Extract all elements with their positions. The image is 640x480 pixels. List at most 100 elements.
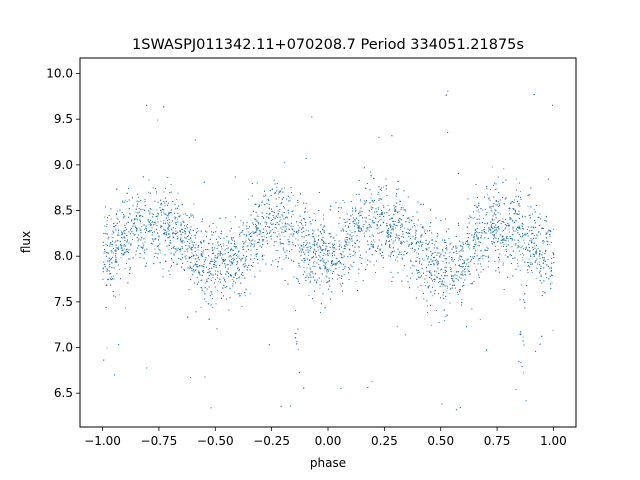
data-point xyxy=(148,224,150,226)
data-point xyxy=(299,227,301,229)
data-point xyxy=(449,266,451,268)
data-point xyxy=(271,229,273,230)
data-point xyxy=(516,262,518,264)
data-point xyxy=(211,274,213,276)
data-point xyxy=(234,242,235,244)
data-point xyxy=(165,188,166,189)
data-point xyxy=(390,252,392,253)
data-point xyxy=(158,247,160,249)
data-point xyxy=(510,218,512,220)
data-point xyxy=(519,191,521,192)
data-point xyxy=(528,258,530,260)
data-point xyxy=(474,240,476,242)
data-point xyxy=(335,257,337,259)
data-point xyxy=(186,261,188,262)
data-point xyxy=(245,228,247,230)
data-point xyxy=(457,260,459,262)
data-point xyxy=(381,190,382,191)
data-point xyxy=(443,281,445,283)
data-point xyxy=(382,205,384,206)
data-point xyxy=(513,208,515,210)
data-point xyxy=(533,235,535,237)
data-point xyxy=(234,243,236,245)
data-point xyxy=(284,236,286,238)
data-point xyxy=(183,213,185,215)
data-point xyxy=(500,245,502,247)
data-point xyxy=(203,291,205,293)
data-point xyxy=(224,280,225,282)
data-point xyxy=(491,166,493,168)
data-point xyxy=(551,268,553,269)
data-point xyxy=(549,244,551,245)
data-point xyxy=(157,212,158,214)
data-point xyxy=(233,250,234,251)
data-point xyxy=(232,260,234,261)
data-point xyxy=(261,232,263,233)
data-point xyxy=(278,193,279,195)
data-point xyxy=(358,272,360,274)
data-point xyxy=(280,190,282,192)
data-point xyxy=(277,230,279,232)
data-point xyxy=(173,216,175,218)
data-point xyxy=(305,249,307,251)
data-point xyxy=(519,270,521,271)
data-point xyxy=(389,208,391,210)
data-point xyxy=(503,203,505,204)
data-point xyxy=(280,219,282,221)
data-point xyxy=(125,307,126,309)
data-point xyxy=(486,188,488,189)
data-point xyxy=(373,239,374,241)
data-point xyxy=(313,245,315,247)
data-point xyxy=(169,266,171,268)
data-point xyxy=(420,224,422,225)
data-point xyxy=(487,266,489,268)
data-point xyxy=(505,238,507,239)
data-point xyxy=(388,255,390,257)
data-point xyxy=(531,272,533,274)
data-point xyxy=(517,230,519,231)
data-point xyxy=(515,389,517,390)
data-point xyxy=(397,260,399,262)
data-point xyxy=(301,249,303,251)
data-point xyxy=(472,217,474,219)
data-point xyxy=(502,238,503,240)
data-point xyxy=(462,242,464,244)
data-point xyxy=(505,239,507,241)
data-point xyxy=(420,235,422,237)
data-point xyxy=(329,252,330,254)
data-point xyxy=(283,259,285,261)
data-point xyxy=(232,263,234,265)
data-point xyxy=(257,215,259,217)
data-point xyxy=(403,240,404,242)
data-point xyxy=(355,223,357,225)
data-point xyxy=(392,251,394,252)
data-point xyxy=(168,249,170,251)
data-point xyxy=(265,234,267,235)
data-point xyxy=(527,250,529,252)
data-point xyxy=(255,230,257,232)
data-point xyxy=(482,209,484,211)
data-point xyxy=(207,303,209,305)
data-point xyxy=(243,243,245,245)
data-point xyxy=(135,254,137,256)
data-point xyxy=(439,269,441,271)
data-point xyxy=(468,262,470,264)
data-point xyxy=(207,269,209,271)
data-point xyxy=(438,261,439,263)
data-point xyxy=(151,213,153,214)
data-point xyxy=(241,306,243,307)
data-point xyxy=(400,242,402,243)
data-point xyxy=(166,230,168,232)
data-point xyxy=(189,246,190,248)
data-point xyxy=(444,269,446,271)
data-point xyxy=(256,227,258,228)
data-point xyxy=(224,264,226,266)
data-point xyxy=(398,210,400,212)
data-point xyxy=(525,234,527,235)
data-point xyxy=(455,271,457,273)
data-point xyxy=(409,235,411,237)
data-point xyxy=(223,245,224,247)
data-point xyxy=(127,238,128,240)
data-point xyxy=(342,228,344,230)
